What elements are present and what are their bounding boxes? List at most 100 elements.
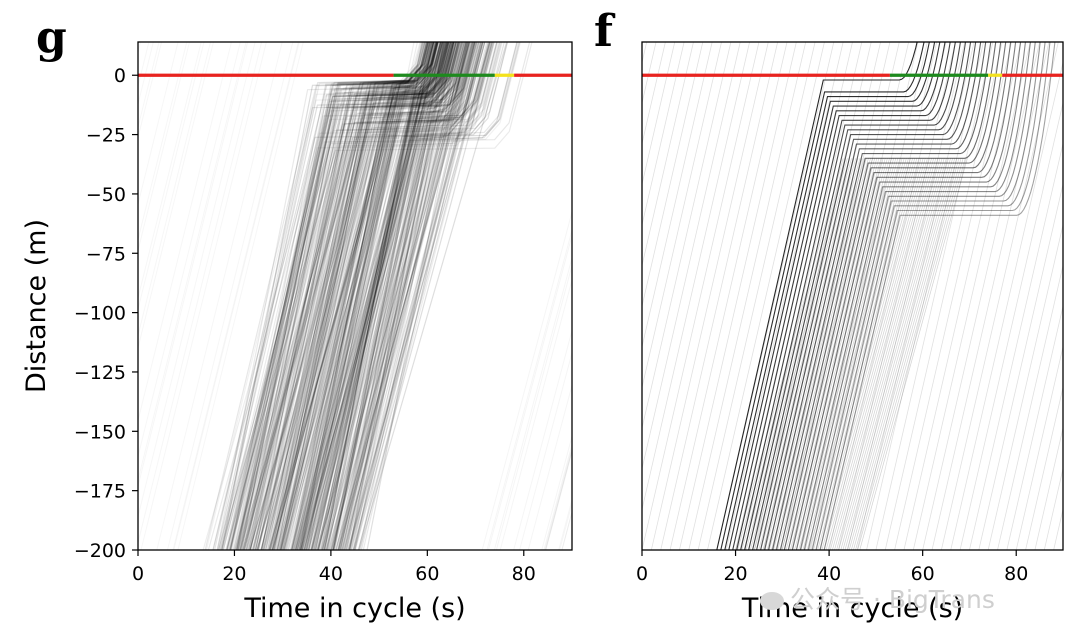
trajectory <box>0 42 117 550</box>
trajectory <box>310 42 445 550</box>
trajectory <box>216 42 437 550</box>
trajectory <box>322 42 452 550</box>
trajectory <box>312 42 472 550</box>
trajectory <box>353 42 494 550</box>
trajectory <box>300 42 442 550</box>
trajectory <box>561 510 572 550</box>
trajectory <box>249 42 451 550</box>
trajectory <box>277 42 434 550</box>
trajectory <box>987 223 1063 550</box>
trajectory <box>330 42 471 550</box>
trajectory <box>348 42 484 550</box>
trajectory <box>847 42 966 550</box>
trajectory <box>253 42 451 550</box>
trajectory <box>331 42 433 550</box>
trajectory <box>304 42 486 550</box>
trajectory <box>258 42 429 550</box>
trajectory <box>760 42 977 550</box>
trajectory <box>345 42 463 550</box>
trajectory <box>303 42 428 550</box>
trajectory <box>308 42 498 550</box>
trajectory <box>317 42 454 550</box>
trajectory <box>295 42 435 550</box>
trajectory <box>359 42 492 550</box>
trajectory <box>772 42 891 550</box>
trajectory <box>249 42 466 550</box>
trajectory <box>349 42 450 550</box>
trajectory <box>810 42 928 550</box>
trajectory <box>339 42 478 550</box>
trajectory <box>235 42 452 550</box>
trajectory <box>337 42 486 550</box>
trajectory <box>828 42 947 550</box>
trajectory <box>313 42 455 550</box>
trajectory <box>325 42 458 550</box>
trajectory <box>752 42 967 550</box>
trajectory <box>303 42 435 550</box>
trajectory <box>561 509 572 550</box>
trajectory <box>642 42 713 349</box>
trajectory <box>346 42 452 550</box>
trajectory <box>303 42 501 550</box>
trajectory <box>241 42 439 550</box>
trajectory <box>720 42 925 550</box>
trajectory <box>298 42 459 550</box>
trajectory <box>789 158 899 550</box>
trajectory <box>249 42 440 550</box>
trajectory <box>212 42 456 550</box>
trajectory <box>303 42 458 550</box>
trajectory <box>300 42 437 550</box>
trajectory <box>53 42 178 550</box>
trajectory <box>242 42 471 550</box>
trajectory <box>296 42 443 550</box>
trajectory <box>279 42 438 550</box>
trajectory <box>246 42 489 550</box>
trajectory <box>291 42 424 550</box>
trajectory <box>269 42 435 550</box>
trajectory <box>349 42 469 550</box>
trajectory <box>808 158 918 550</box>
trajectory <box>337 42 475 550</box>
trajectory <box>354 42 491 550</box>
trajectory <box>348 42 449 550</box>
trajectory <box>202 42 503 550</box>
trajectory <box>754 158 863 550</box>
trajectory <box>764 158 873 550</box>
trajectory <box>281 42 427 550</box>
trajectory <box>214 42 430 550</box>
trajectory <box>815 158 924 550</box>
trajectory <box>329 42 449 550</box>
trajectory <box>300 42 446 550</box>
trajectory <box>318 42 460 550</box>
trajectory <box>545 449 572 550</box>
trajectory <box>256 42 446 550</box>
trajectory <box>753 42 872 550</box>
trajectory <box>239 42 429 550</box>
trajectory <box>249 42 451 550</box>
trajectory <box>325 42 508 550</box>
trajectory <box>853 158 962 550</box>
trajectory <box>796 158 905 550</box>
trajectory <box>253 42 439 550</box>
trajectory <box>280 42 442 550</box>
trajectory <box>229 42 439 550</box>
trajectory <box>237 42 426 550</box>
trajectory <box>660 42 779 550</box>
trajectory <box>840 158 949 550</box>
trajectory <box>268 42 428 550</box>
trajectory <box>1062 548 1063 550</box>
trajectory <box>257 42 477 550</box>
trajectory <box>321 42 462 550</box>
trajectory <box>327 42 496 550</box>
trajectory <box>256 42 490 550</box>
trajectory <box>325 42 466 550</box>
trajectory <box>785 158 895 550</box>
trajectory <box>337 42 469 550</box>
trajectory <box>800 158 909 550</box>
trajectory <box>307 42 449 550</box>
trajectory <box>268 42 467 550</box>
trajectory <box>520 42 637 550</box>
trajectory <box>278 42 432 550</box>
trajectory <box>265 42 441 550</box>
trajectory <box>574 42 709 550</box>
